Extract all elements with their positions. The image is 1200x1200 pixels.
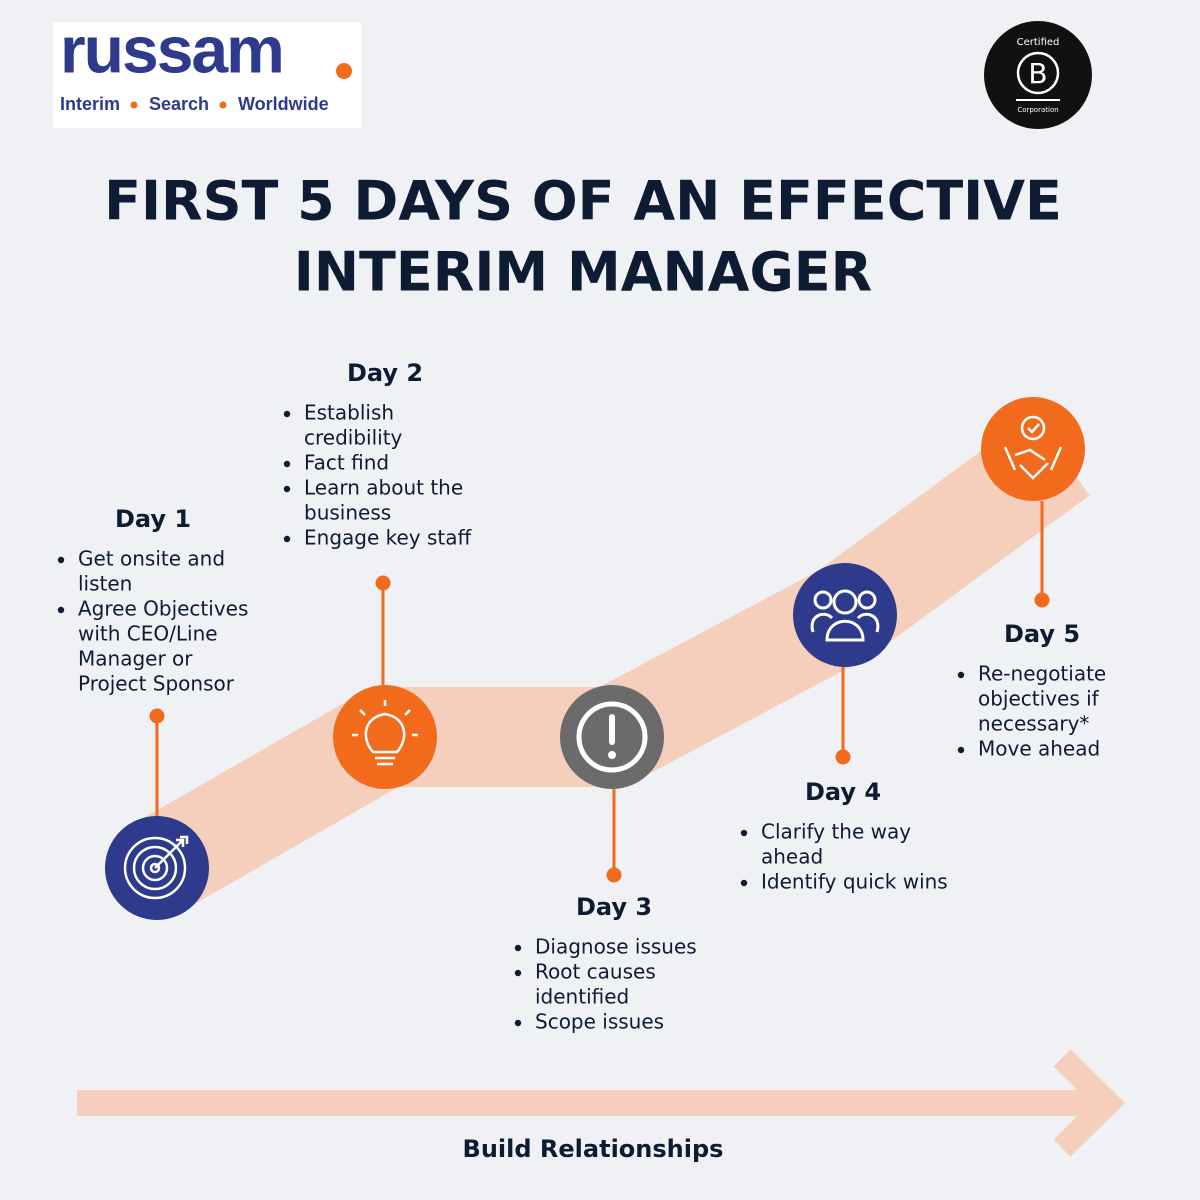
bullet-text: Learn about the bbox=[304, 476, 463, 500]
bullet-dot bbox=[57, 556, 65, 564]
bullet-text: listen bbox=[78, 572, 132, 596]
bullet-dot bbox=[514, 969, 522, 977]
day1-icon bbox=[105, 816, 209, 920]
day-heading: Day 1 bbox=[115, 505, 191, 533]
tagline-dot bbox=[130, 101, 138, 109]
title: INTERIM MANAGER bbox=[294, 241, 873, 304]
alert-dot bbox=[608, 751, 616, 759]
bullet-text: Identify quick wins bbox=[761, 870, 948, 894]
logo-dot bbox=[336, 63, 352, 79]
bullet-text: objectives if bbox=[978, 687, 1100, 711]
day-heading: Day 5 bbox=[1004, 620, 1080, 648]
bullet-text: Agree Objectives bbox=[78, 597, 248, 621]
bullet-text: necessary* bbox=[978, 712, 1089, 736]
day-heading: Day 3 bbox=[576, 893, 652, 921]
bullet-text: Engage key staff bbox=[304, 526, 473, 550]
bullet-text: business bbox=[304, 501, 391, 525]
bullet-text: credibility bbox=[304, 426, 403, 450]
bullet-dot bbox=[957, 671, 965, 679]
badge-bottom: Corporation bbox=[1017, 106, 1058, 114]
day-heading: Day 2 bbox=[347, 359, 423, 387]
bullet-dot bbox=[514, 1019, 522, 1027]
footer-arrow bbox=[77, 1090, 1097, 1116]
logo-tagline: Interim bbox=[60, 94, 120, 114]
target-icon bbox=[123, 835, 189, 900]
handshake-icon bbox=[1003, 415, 1063, 480]
bullet-text: ahead bbox=[761, 845, 823, 869]
bullet-text: Clarify the way bbox=[761, 820, 911, 844]
bullet-dot bbox=[514, 944, 522, 952]
bullet-text: identified bbox=[535, 985, 629, 1009]
bullet-text: Get onsite and bbox=[78, 547, 225, 571]
bullet-text: Root causes bbox=[535, 960, 656, 984]
bullet-dot bbox=[957, 746, 965, 754]
day5-icon bbox=[981, 397, 1085, 501]
connectors bbox=[149, 501, 1050, 883]
bullet-dot bbox=[283, 460, 291, 468]
bullet-dot bbox=[740, 829, 748, 837]
bullet-text: with CEO/Line bbox=[78, 622, 218, 646]
bulb-icon bbox=[352, 700, 418, 766]
tagline-dot bbox=[219, 101, 227, 109]
logo-box bbox=[53, 22, 361, 128]
badge bbox=[984, 21, 1092, 129]
title: FIRST 5 DAYS OF AN EFFECTIVE bbox=[104, 170, 1062, 233]
bullet-text: Move ahead bbox=[978, 737, 1100, 761]
day-heading: Day 4 bbox=[805, 778, 881, 806]
bullet-text: Fact find bbox=[304, 451, 389, 475]
badge-letter: B bbox=[1028, 57, 1047, 90]
day4-icon bbox=[793, 563, 897, 667]
footer-label: Build Relationships bbox=[463, 1135, 724, 1163]
logo-tagline: Worldwide bbox=[238, 94, 329, 114]
footer-arrowhead bbox=[1053, 1049, 1126, 1157]
bullet-text: Scope issues bbox=[535, 1010, 664, 1034]
logo-tagline: Search bbox=[149, 94, 209, 114]
bullet-dot bbox=[283, 535, 291, 543]
bullet-text: Diagnose issues bbox=[535, 935, 697, 959]
bullet-dot bbox=[740, 879, 748, 887]
badge-top: Certified bbox=[1017, 37, 1060, 48]
bullet-text: Manager or bbox=[78, 647, 193, 671]
badge-ring bbox=[1016, 51, 1060, 95]
bullet-text: Re-negotiate bbox=[978, 662, 1106, 686]
bullet-text: Project Sponsor bbox=[78, 672, 235, 696]
bullet-dot bbox=[283, 485, 291, 493]
people-icon bbox=[810, 589, 880, 642]
bullet-dot bbox=[57, 606, 65, 614]
bullet-dot bbox=[283, 410, 291, 418]
day2-icon bbox=[333, 685, 437, 789]
bullet-text: Establish bbox=[304, 401, 394, 425]
alert-ring bbox=[576, 701, 648, 773]
logo-name: russam bbox=[60, 12, 283, 86]
